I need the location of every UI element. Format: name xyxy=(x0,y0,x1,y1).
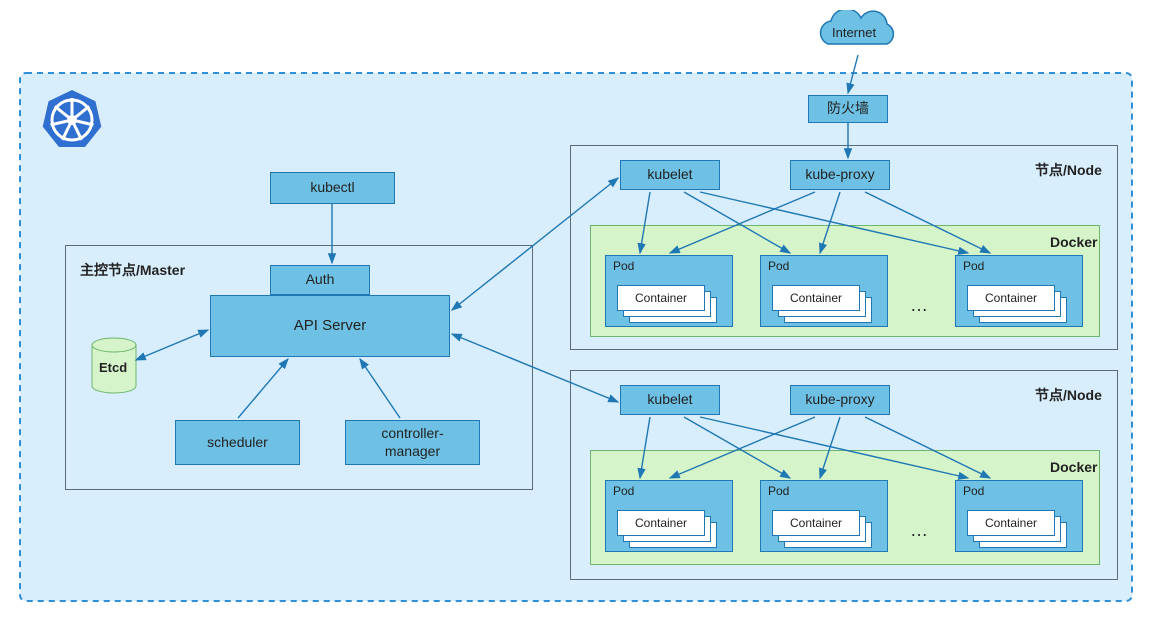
node-title-1: 节点/Node xyxy=(1035,160,1102,180)
pod-label-1-1: Pod xyxy=(768,259,789,273)
kubeproxy-box-2: kube-proxy xyxy=(790,385,890,415)
auth-box: Auth xyxy=(270,265,370,295)
apiserver-box: API Server xyxy=(210,295,450,357)
dots-2: … xyxy=(910,520,928,541)
etcd-label: Etcd xyxy=(99,360,127,375)
container-1-1-0: Container xyxy=(772,285,860,311)
pod-label-1-2: Pod xyxy=(963,259,984,273)
kubelet-box-2: kubelet xyxy=(620,385,720,415)
kubeproxy-box-1: kube-proxy xyxy=(790,160,890,190)
pod-label-1-0: Pod xyxy=(613,259,634,273)
internet-label: Internet xyxy=(832,25,876,40)
pod-label-2-1: Pod xyxy=(768,484,789,498)
container-1-2-0: Container xyxy=(967,285,1055,311)
kubelet-box-1: kubelet xyxy=(620,160,720,190)
container-2-1-0: Container xyxy=(772,510,860,536)
docker-title-1: Docker xyxy=(1050,234,1097,250)
pod-label-2-0: Pod xyxy=(613,484,634,498)
master-title: 主控节点/Master xyxy=(80,260,185,280)
firewall-box: 防火墙 xyxy=(808,95,888,123)
container-1-0-0: Container xyxy=(617,285,705,311)
container-2-2-0: Container xyxy=(967,510,1055,536)
container-2-0-0: Container xyxy=(617,510,705,536)
dots-1: … xyxy=(910,295,928,316)
kubernetes-logo-icon xyxy=(40,88,104,152)
kubectl-box: kubectl xyxy=(270,172,395,204)
docker-title-2: Docker xyxy=(1050,459,1097,475)
controller-manager-box: controller- manager xyxy=(345,420,480,465)
node-title-2: 节点/Node xyxy=(1035,385,1102,405)
scheduler-box: scheduler xyxy=(175,420,300,465)
diagram-canvas: Internet 防火墙主控节点/Master kubectl AuthAPI Ser… xyxy=(0,0,1149,622)
pod-label-2-2: Pod xyxy=(963,484,984,498)
